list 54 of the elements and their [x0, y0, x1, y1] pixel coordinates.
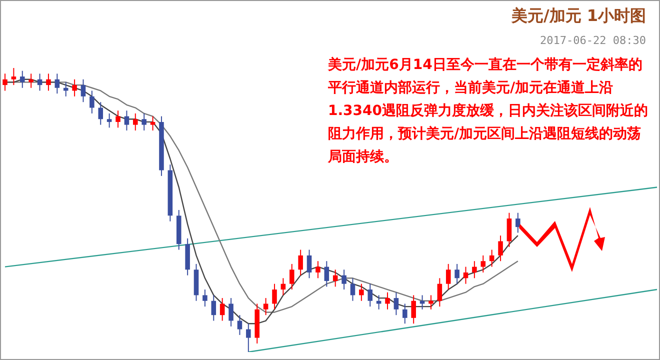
candlestick	[342, 269, 346, 290]
chart-subtitle: 2017-06-22 08:30	[540, 34, 646, 47]
candlestick	[90, 90, 94, 114]
candlestick	[516, 212, 520, 234]
candlestick	[28, 73, 34, 88]
candlestick	[37, 73, 42, 92]
candlestick	[220, 298, 225, 322]
candlestick	[237, 314, 242, 336]
candlestick	[480, 254, 486, 273]
candlestick	[402, 303, 408, 324]
candlestick	[506, 212, 512, 248]
candlestick	[133, 112, 138, 131]
candlestick	[228, 298, 234, 327]
candlestick	[454, 263, 460, 284]
candlestick	[394, 292, 399, 316]
candlestick	[46, 73, 51, 92]
candlestick	[289, 263, 294, 290]
candlestick	[246, 323, 251, 352]
candlestick	[298, 249, 303, 276]
candlestick	[446, 263, 451, 290]
candlestick	[489, 249, 494, 268]
candlestick	[98, 102, 104, 126]
candlestick	[150, 116, 156, 131]
candlestick	[2, 73, 8, 92]
candlestick	[316, 260, 320, 279]
candlestick	[80, 78, 86, 103]
candlestick	[359, 283, 364, 302]
candlestick	[306, 249, 312, 279]
candlestick	[11, 68, 16, 86]
candlestick	[368, 283, 373, 308]
candlestick	[124, 110, 130, 131]
candlestick	[272, 283, 277, 310]
candlestick	[116, 110, 120, 128]
candlestick	[211, 294, 216, 322]
annotation: 美元/加元6月14日至今一直在一个带有一定斜率的平行通道内部运行，当前美元/加元在通道上沿1.3340遇阻反弹力度放缓，日内关注该区间附近的阻力作用，预计美元/加元区间上沿遇阻短线的动荡局面持续。	[328, 56, 650, 167]
candlestick	[106, 112, 112, 128]
candlestick	[202, 289, 208, 308]
candlestick	[350, 278, 356, 302]
candlestick	[72, 78, 77, 97]
candlestick	[437, 278, 442, 308]
candlestick	[280, 278, 286, 296]
candlestick	[54, 73, 60, 94]
candlestick	[463, 266, 468, 284]
chart-title: 美元/加元 1小时图	[511, 6, 646, 27]
candlestick	[20, 70, 25, 88]
candlestick	[142, 112, 146, 131]
candlestick	[428, 294, 434, 310]
candlestick	[385, 292, 390, 310]
candlestick	[498, 235, 503, 262]
candlestick	[332, 269, 338, 288]
candlestick	[411, 294, 416, 324]
candlestick	[472, 260, 477, 279]
candlestick	[324, 260, 330, 288]
candlestick	[263, 298, 268, 316]
